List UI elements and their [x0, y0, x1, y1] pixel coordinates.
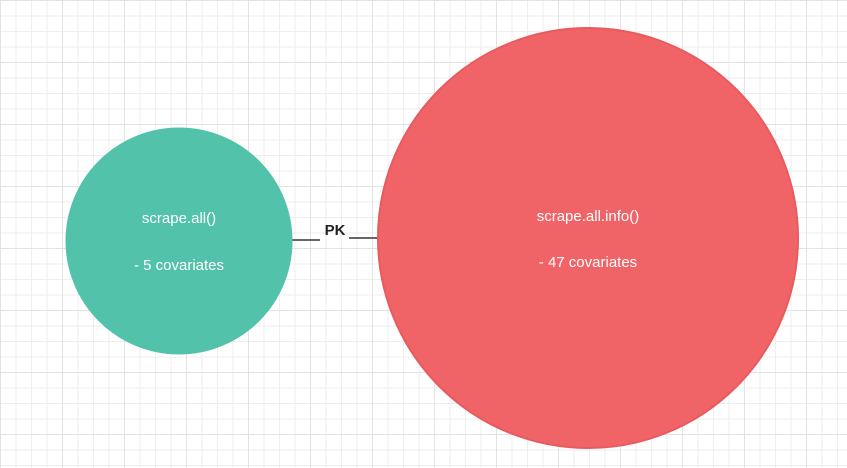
node-circle-left[interactable] [65, 127, 293, 355]
node-scrape-all[interactable]: scrape.all() - 5 covariates [65, 127, 293, 355]
node-title-left: scrape.all() [142, 210, 216, 227]
connector-label: PK [325, 222, 346, 239]
node-scrape-all-info[interactable]: scrape.all.info() - 47 covariates [377, 27, 799, 449]
node-title-right: scrape.all.info() [537, 208, 640, 225]
node-circle-right[interactable] [377, 27, 799, 449]
node-detail-right: - 47 covariates [539, 254, 637, 271]
node-detail-left: - 5 covariates [134, 257, 224, 274]
